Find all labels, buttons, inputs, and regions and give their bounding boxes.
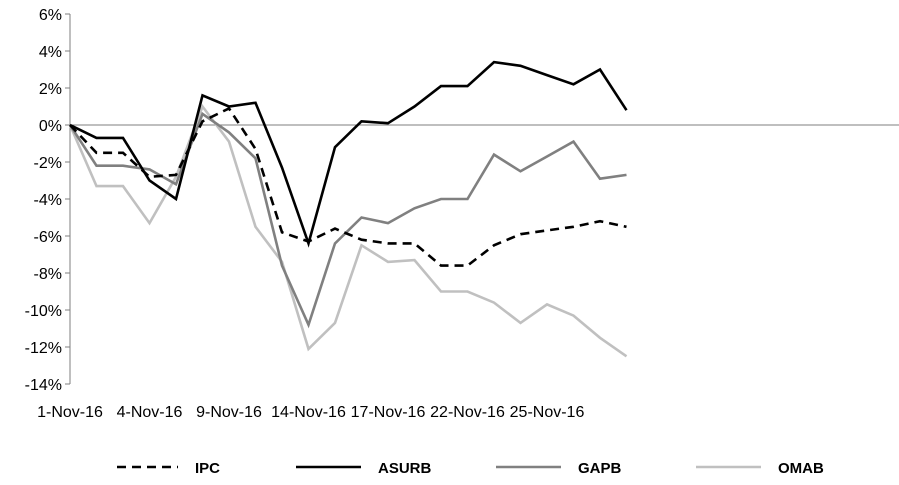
x-tick-label: 22-Nov-16 [430,404,505,421]
y-tick-label: 0% [39,118,62,135]
series-layer [68,60,628,358]
y-tick-label: -14% [25,377,62,394]
legend-label-ipc: IPC [195,460,220,477]
y-tick-label: -4% [34,192,62,209]
legend-label-gapb: GAPB [578,460,622,477]
legend: IPC ASURB GAPB OMAB [117,460,824,477]
x-tick-label: 1-Nov-16 [37,404,103,421]
y-tick-label: -6% [34,229,62,246]
y-tick-label: 2% [39,81,62,98]
x-tick-label: 17-Nov-16 [351,404,426,421]
x-tick-label: 9-Nov-16 [196,404,262,421]
y-tick-label: -8% [34,266,62,283]
series-line-ipc [69,106,627,267]
series-line-omab [68,103,628,358]
series-line-asurb [69,60,628,248]
series-line-gapb [68,111,627,329]
legend-label-asurb: ASURB [378,460,432,477]
axes: 6% 4% 2% 0% -2% -4% -6% -8% -10% -12% -14% 1-Nov-16… [25,7,899,421]
y-tick-label: -12% [25,340,62,357]
y-tick-label: -10% [25,303,62,320]
legend-label-omab: OMAB [778,460,824,477]
y-tick-label: 4% [39,44,62,61]
x-tick-label: 4-Nov-16 [117,404,183,421]
x-tick-label: 25-Nov-16 [510,404,585,421]
x-tick-label: 14-Nov-16 [271,404,346,421]
y-tick-label: 6% [39,7,62,24]
y-tick-label: -2% [34,155,62,172]
